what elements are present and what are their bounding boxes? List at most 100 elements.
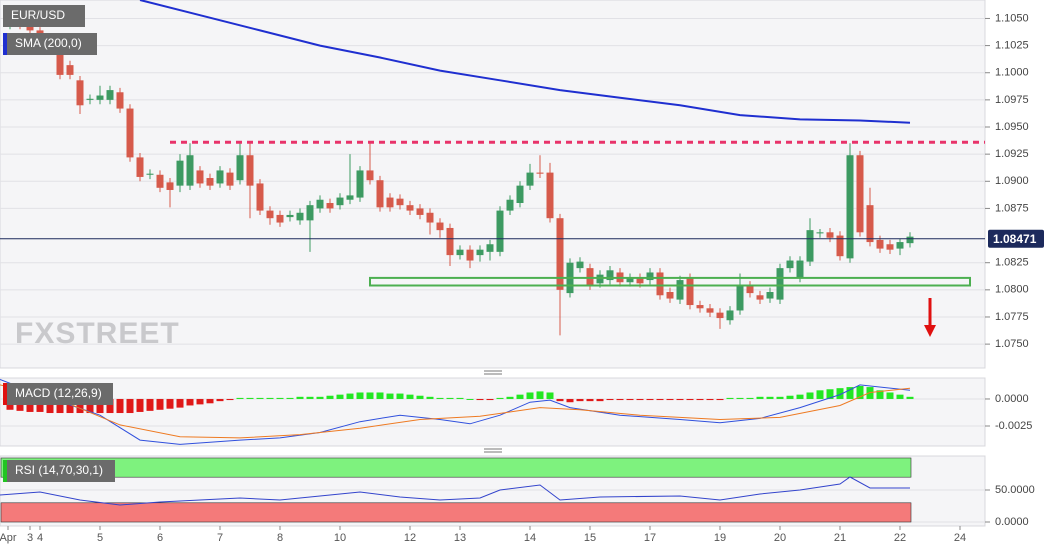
macd-histogram-bar <box>776 396 784 399</box>
macd-histogram-bar <box>606 398 614 401</box>
candle-body <box>766 292 774 299</box>
macd-histogram-bar <box>166 398 174 409</box>
candle-body <box>516 185 524 203</box>
x-tick-label: 3 <box>27 532 33 544</box>
candle-body <box>416 208 424 215</box>
symbol-title: EUR/USD <box>11 8 65 22</box>
candle-body <box>146 173 154 175</box>
sma-tag[interactable]: SMA (200,0) <box>3 33 97 55</box>
y-tick-label: 1.0800 <box>995 284 1029 296</box>
sma-legend: SMA (200,0) <box>15 36 82 50</box>
candle-body <box>306 205 314 221</box>
candle-body <box>876 239 884 249</box>
rsi-tag[interactable]: RSI (14,70,30,1) <box>3 460 115 482</box>
candle-body <box>466 249 474 261</box>
candle-body <box>656 272 664 296</box>
watermark: FXSTREET <box>15 317 180 350</box>
candle-body <box>446 227 454 256</box>
y-tick-label: -0.0025 <box>995 420 1032 432</box>
candle-body <box>236 155 244 181</box>
macd-histogram-bar <box>346 393 354 399</box>
candle-body <box>676 280 684 300</box>
macd-histogram-bar <box>516 394 524 399</box>
plot-area <box>0 0 985 523</box>
panel-handle[interactable] <box>484 370 502 453</box>
x-tick-label: 19 <box>714 532 726 544</box>
x-tick-label: 7 <box>217 532 223 544</box>
candle-body <box>596 274 604 284</box>
y-tick-label: 1.0775 <box>995 311 1029 323</box>
candle-body <box>426 212 434 223</box>
macd-histogram-bar <box>886 392 894 399</box>
macd-histogram-bar <box>286 397 294 399</box>
candle-body <box>826 232 834 238</box>
candle-body <box>436 222 444 231</box>
macd-histogram-bar <box>356 392 364 399</box>
macd-histogram-bar <box>486 398 494 401</box>
macd-histogram-bar <box>56 398 64 414</box>
macd-histogram-bar <box>446 397 454 399</box>
candle-body <box>366 170 374 181</box>
candle-body <box>856 155 864 233</box>
macd-histogram-bar <box>146 398 154 411</box>
macd-tag[interactable]: MACD (12,26,9) <box>3 383 113 405</box>
macd-histogram-bar <box>106 398 114 414</box>
candle-body <box>266 210 274 219</box>
x-tick-label: 20 <box>774 532 786 544</box>
candle-body <box>526 172 534 186</box>
trend-arrow <box>924 298 936 337</box>
candle-body <box>556 218 564 290</box>
x-tick-label: 5 <box>97 532 103 544</box>
macd-histogram-bar <box>816 390 824 399</box>
macd-histogram-bar <box>256 397 264 399</box>
x-tick-label: 22 <box>894 532 906 544</box>
x-tick-label: 21 <box>834 532 846 544</box>
macd-histogram-bar <box>236 397 244 399</box>
overlay: 1.1050 1.1025 1.1000 1.0975 1.0950 1.0925 1.09… <box>0 12 1044 544</box>
macd-histogram-bar <box>686 398 694 401</box>
macd-histogram-bar <box>396 393 404 399</box>
macd-histogram-bar <box>756 396 764 399</box>
macd-histogram-bar <box>766 396 774 399</box>
macd-histogram-bar <box>726 397 734 399</box>
macd-histogram-bar <box>36 398 44 412</box>
candle-body <box>206 178 214 186</box>
candle-body <box>586 268 594 286</box>
macd-histogram-bar <box>646 398 654 401</box>
candle-body <box>806 230 814 262</box>
candle-body <box>576 261 584 269</box>
macd-histogram-bar <box>196 398 204 405</box>
macd-histogram-bar <box>716 398 724 401</box>
x-tick-label: 13 <box>454 532 466 544</box>
x-tick-label: 8 <box>277 532 283 544</box>
candle-body <box>116 92 124 109</box>
y-tick-label: 1.0900 <box>995 175 1029 187</box>
candle-body <box>196 170 204 184</box>
rsi-band <box>0 502 912 523</box>
candle-body <box>406 205 414 211</box>
x-tick-label: 6 <box>157 532 163 544</box>
candle-body <box>886 244 894 250</box>
candle-body <box>506 199 514 211</box>
macd-histogram-bar <box>26 398 34 412</box>
candle-body <box>356 170 364 198</box>
macd-histogram-bar <box>846 387 854 399</box>
macd-histogram-bar <box>736 397 744 399</box>
macd-histogram-bar <box>296 396 304 399</box>
y-tick-label: 0.0000 <box>995 393 1029 405</box>
candle-body <box>386 197 394 208</box>
candle-body <box>86 98 94 100</box>
candle-body <box>896 242 904 249</box>
x-tick-label: 15 <box>584 532 596 544</box>
macd-histogram-bar <box>896 394 904 399</box>
x-tick-label: 14 <box>524 532 536 544</box>
rsi-band <box>0 457 912 478</box>
candle-body <box>786 260 794 269</box>
macd-histogram-bar <box>596 398 604 402</box>
candle-body <box>186 155 194 186</box>
macd-histogram-bar <box>506 396 514 399</box>
macd-histogram-bar <box>536 391 544 399</box>
macd-histogram-bar <box>676 398 684 401</box>
macd-histogram-bar <box>466 398 474 400</box>
